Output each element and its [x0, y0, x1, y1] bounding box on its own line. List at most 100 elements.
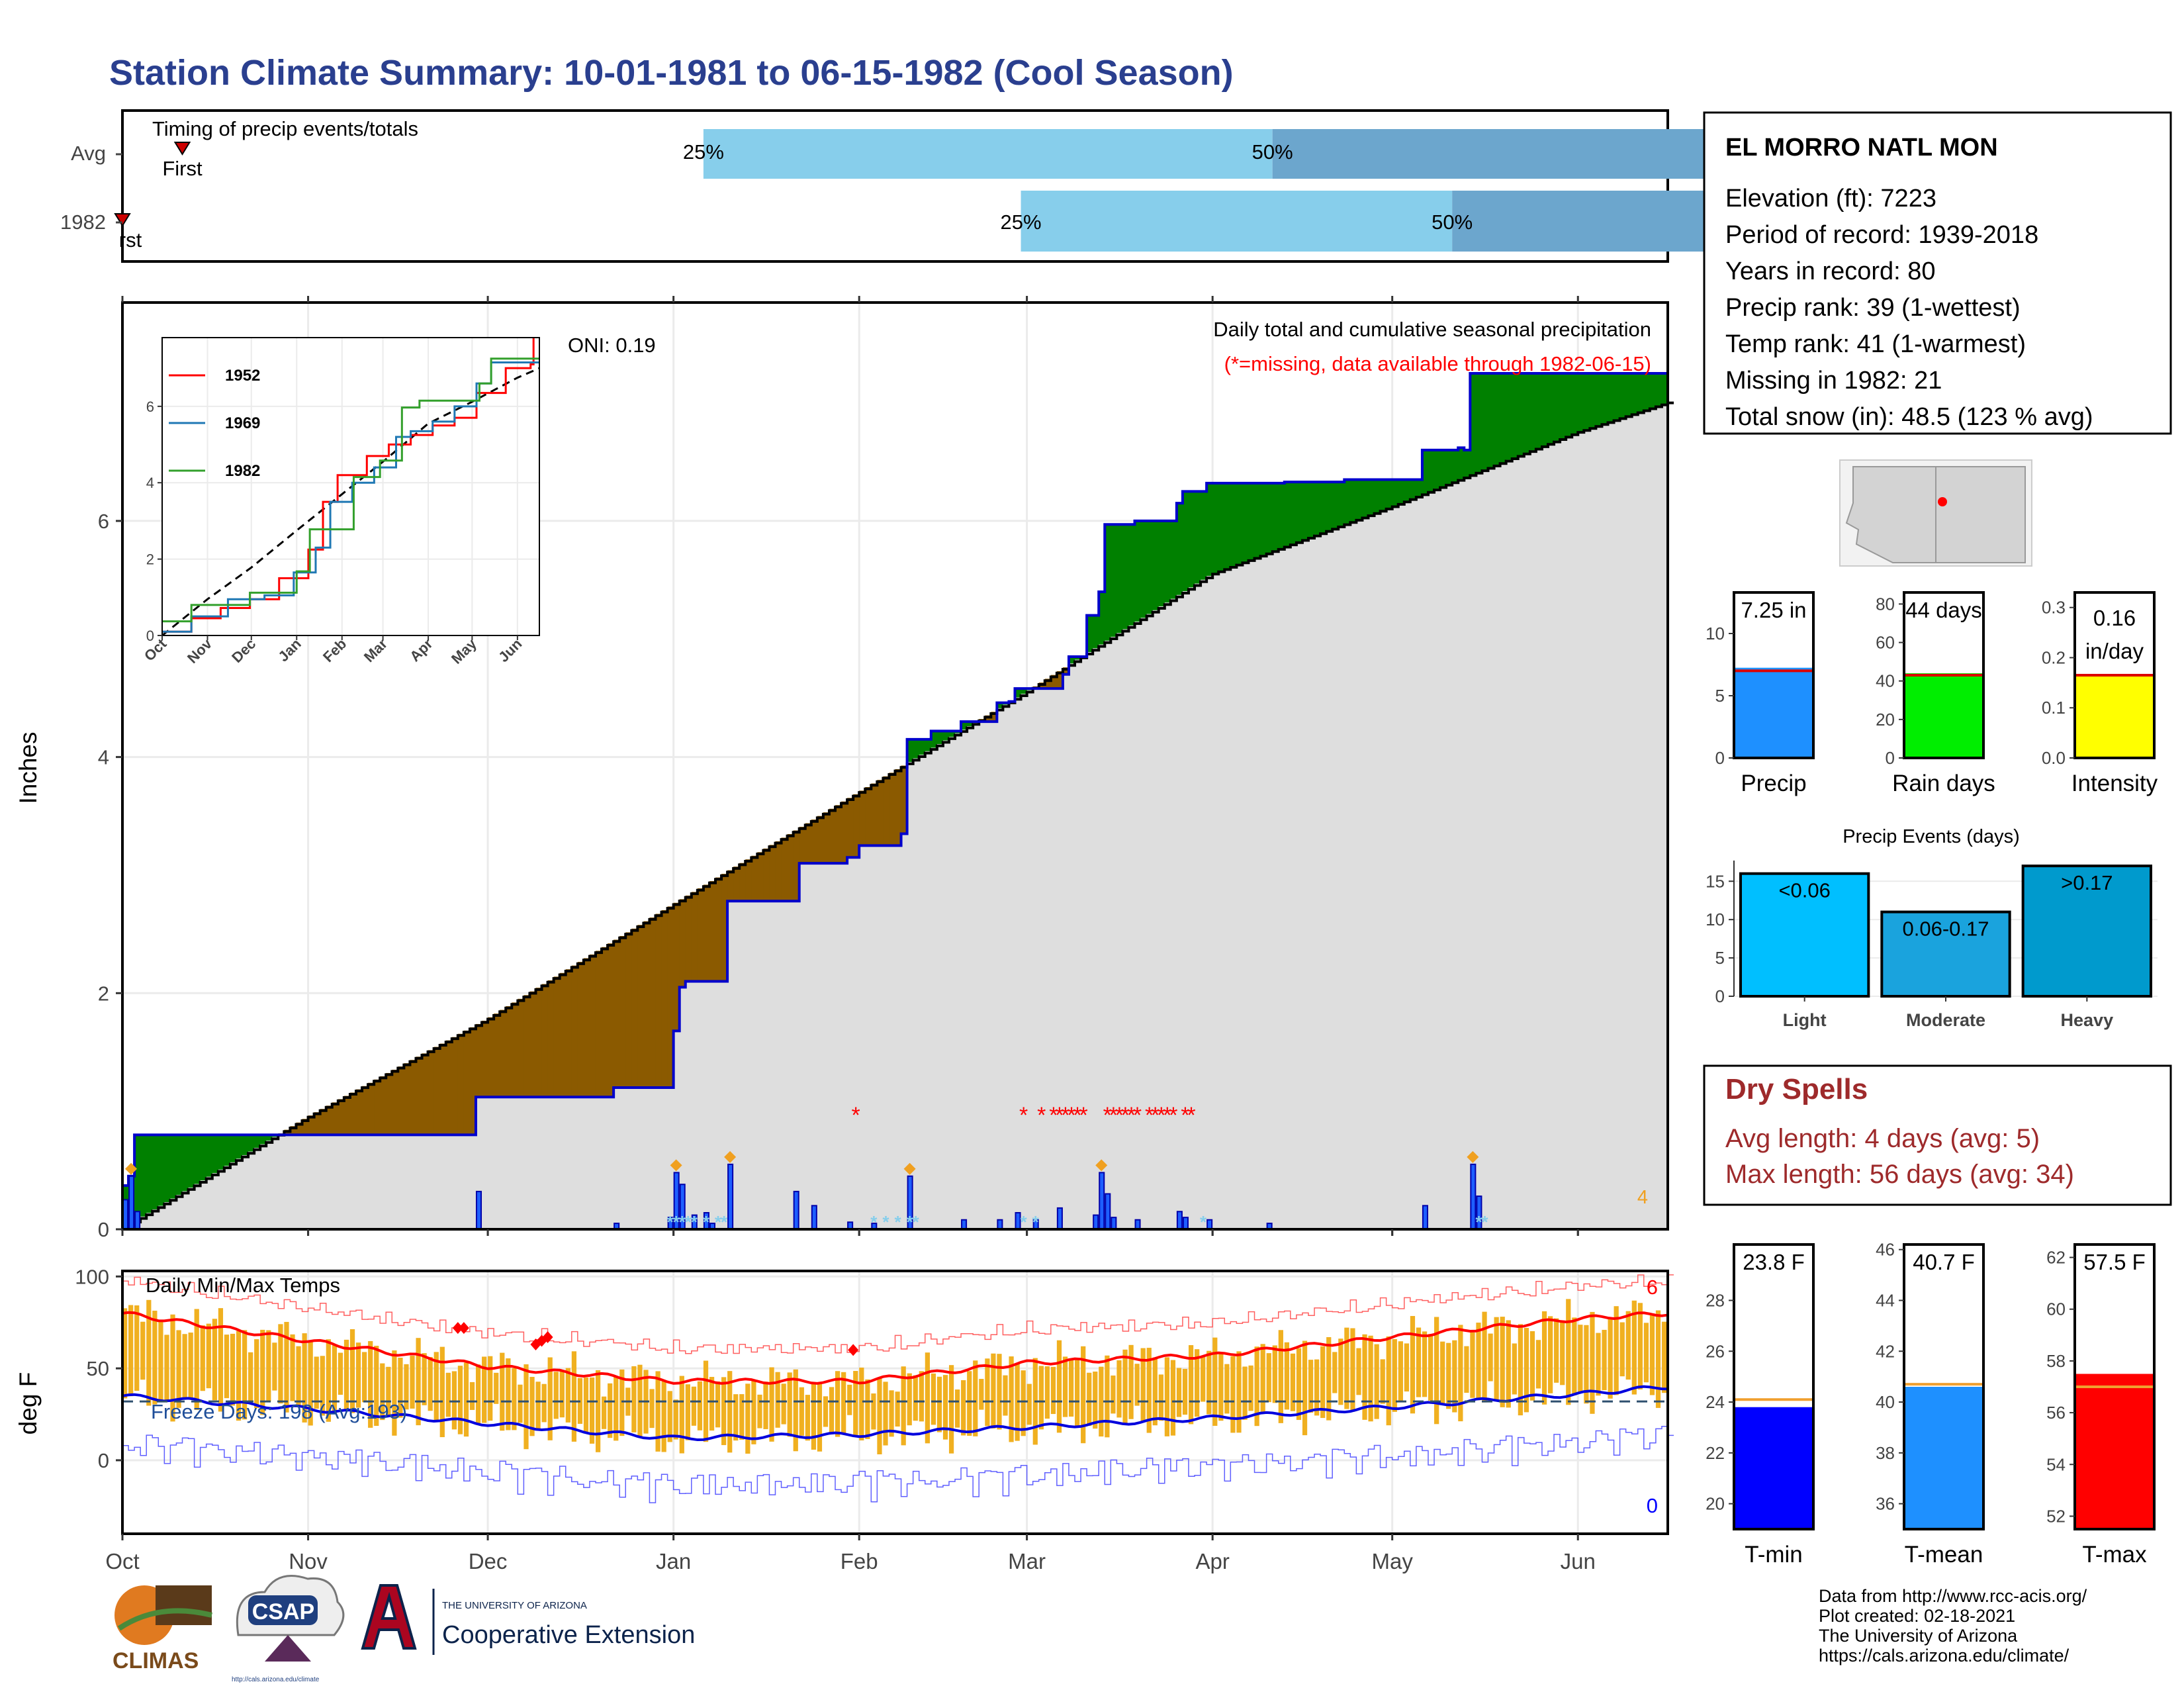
- daily-temp-bar: [1470, 1332, 1475, 1398]
- daily-temp-bar: [883, 1382, 888, 1446]
- cumulative-difference-fill: [961, 722, 968, 730]
- daily-temp-bar: [343, 1339, 349, 1410]
- daily-temp-bar: [583, 1377, 589, 1434]
- daily-temp-bar: [1488, 1333, 1493, 1382]
- summary-bar-value-label: 0.16: [2093, 606, 2136, 630]
- cumulative-difference-fill: [1631, 373, 1639, 414]
- daily-temp-bar: [541, 1383, 547, 1423]
- cumulative-difference-fill: [745, 859, 752, 902]
- daily-temp-bar: [631, 1366, 637, 1432]
- daily-temp-bar: [1158, 1374, 1163, 1421]
- daily-temp-bar: [1290, 1353, 1296, 1411]
- cumulative-difference-fill: [200, 1135, 207, 1181]
- cumulative-difference-fill: [1590, 373, 1596, 428]
- month-label: Oct: [105, 1549, 139, 1573]
- cumulative-difference-fill: [1649, 373, 1657, 408]
- snow-day-marker: *: [667, 1212, 674, 1232]
- cumulative-difference-fill: [1596, 373, 1603, 426]
- cumulative-difference-fill: [895, 769, 902, 846]
- daily-temp-bar: [1404, 1343, 1410, 1392]
- summary-bar-value-label: 23.8 F: [1743, 1250, 1805, 1274]
- precip-y-label: Inches: [15, 731, 42, 804]
- snow-day-marker: *: [1032, 1212, 1040, 1232]
- daily-temp-bar: [296, 1346, 301, 1406]
- cumulative-difference-fill: [637, 925, 644, 1088]
- snow-day-marker: *: [1200, 1212, 1207, 1232]
- timing-percent-label: 25%: [1001, 211, 1042, 234]
- cumulative-difference-fill: [1643, 373, 1651, 410]
- cumulative-difference-fill: [1116, 524, 1124, 633]
- daily-temp-bar: [1062, 1356, 1068, 1417]
- daily-temp-bar: [559, 1370, 565, 1418]
- daily-temp-bar: [913, 1375, 918, 1421]
- summary-bar-value-label: 57.5 F: [2083, 1250, 2146, 1274]
- station-name: EL MORRO NATL MON: [1725, 134, 1998, 162]
- daily-temp-bar: [1590, 1311, 1595, 1414]
- daily-temp-bar: [1524, 1327, 1529, 1413]
- cumulative-difference-fill: [1290, 482, 1297, 544]
- daily-temp-bar: [589, 1377, 595, 1444]
- summary-bar-tick-label: 42: [1876, 1341, 1895, 1361]
- cumulative-difference-fill: [631, 928, 638, 1088]
- cumulative-difference-fill: [967, 722, 974, 726]
- snow-day-marker: *: [907, 1212, 914, 1232]
- daily-temp-bar: [1661, 1321, 1667, 1393]
- precip-y-tick-label: 2: [98, 982, 109, 1005]
- cumulative-difference-fill: [343, 1096, 351, 1135]
- daily-precip-bar: [1111, 1217, 1117, 1231]
- missing-day-marker: *: [1181, 1103, 1189, 1128]
- daily-temp-bar: [529, 1377, 535, 1436]
- daily-temp-bar: [1212, 1337, 1218, 1426]
- daily-temp-bar: [439, 1346, 445, 1438]
- cumulative-difference-fill: [1296, 482, 1303, 542]
- cumulative-difference-fill: [314, 1112, 321, 1135]
- daily-temp-bar: [608, 1383, 613, 1438]
- freeze-days-label: Freeze Days: 198 (Avg:193): [151, 1400, 407, 1423]
- daily-temp-bar: [1458, 1325, 1463, 1422]
- cumulative-difference-fill: [1284, 482, 1291, 546]
- daily-temp-bar: [571, 1351, 577, 1442]
- daily-temp-bar: [1494, 1317, 1499, 1400]
- cumulative-difference-fill: [1075, 657, 1081, 660]
- daily-temp-bar: [595, 1370, 601, 1452]
- events-bar-label: <0.06: [1778, 879, 1830, 902]
- summary-bar-tick-label: 0.1: [2042, 698, 2066, 718]
- cumulative-difference-fill: [1068, 657, 1075, 664]
- cumulative-difference-fill: [877, 780, 884, 846]
- cumulative-difference-fill: [410, 1060, 417, 1135]
- cumulative-difference-fill: [506, 1006, 512, 1098]
- daily-temp-bar: [463, 1362, 469, 1437]
- daily-temp-bar: [1218, 1353, 1224, 1421]
- daily-temp-bar: [799, 1387, 804, 1436]
- cumulative-difference-fill: [1164, 520, 1171, 603]
- cumulative-difference-fill: [290, 1126, 297, 1135]
- cumulative-difference-fill: [1392, 479, 1399, 506]
- cumulative-difference-fill: [1062, 667, 1069, 675]
- cumulative-difference-fill: [1087, 615, 1093, 653]
- timing-percent-label: 50%: [1252, 140, 1293, 164]
- summary-bar-border: [1733, 1243, 1815, 1530]
- daily-temp-bar: [392, 1350, 397, 1436]
- cumulative-difference-fill: [1560, 373, 1567, 439]
- cumulative-difference-fill: [1637, 373, 1645, 412]
- daily-temp-bar: [817, 1382, 823, 1452]
- cumulative-difference-fill: [1350, 479, 1357, 522]
- daily-temp-bar: [224, 1335, 230, 1399]
- cumulative-difference-fill: [1056, 671, 1064, 689]
- daily-temp-bar: [1134, 1364, 1140, 1406]
- timing-bar-25-50: [1021, 191, 1453, 252]
- daily-temp-bar: [1195, 1349, 1200, 1417]
- cumulative-difference-fill: [1332, 482, 1339, 528]
- cumulative-difference-fill: [188, 1135, 195, 1188]
- summary-bar-value: [1905, 1387, 1982, 1529]
- daily-temp-bar: [1320, 1346, 1326, 1419]
- temp-y-tick-label: 0: [98, 1449, 109, 1472]
- daily-temp-bar: [823, 1396, 829, 1427]
- cumulative-difference-fill: [1206, 483, 1213, 577]
- cumulative-difference-fill: [901, 765, 908, 834]
- daily-temp-bar: [1608, 1318, 1613, 1399]
- cumulative-difference-fill: [691, 892, 698, 982]
- cumulative-difference-fill: [488, 1017, 494, 1098]
- daily-temp-bar: [176, 1330, 181, 1408]
- cumulative-difference-fill: [1188, 491, 1195, 588]
